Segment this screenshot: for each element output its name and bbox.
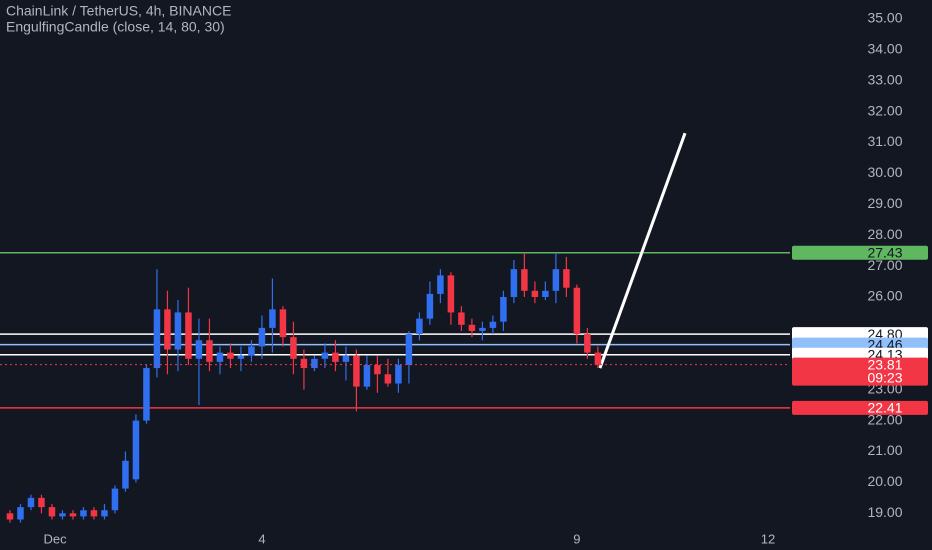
- candle-body: [290, 337, 297, 359]
- y-tick-label: 30.00: [867, 164, 902, 180]
- y-tick-label: 21.00: [867, 442, 902, 458]
- candle-body: [38, 497, 45, 508]
- candle-body: [342, 355, 350, 362]
- candle-body: [69, 513, 77, 517]
- y-tick-label: 20.00: [867, 473, 902, 489]
- candle-body: [279, 309, 287, 338]
- y-tick-label: 26.00: [867, 288, 902, 304]
- candle-body: [27, 497, 35, 508]
- countdown-label: 09:23: [867, 369, 902, 385]
- y-tick-label: 29.00: [867, 195, 902, 211]
- y-tick-label: 34.00: [867, 40, 902, 56]
- y-tick-label: 28.00: [867, 226, 902, 242]
- price-label-box: [792, 327, 928, 342]
- candle-body: [122, 460, 129, 489]
- candle-body: [489, 321, 497, 328]
- candle-body: [510, 269, 518, 297]
- price-axis: [790, 0, 932, 550]
- price-label: 27.43: [867, 244, 902, 260]
- candle-body: [59, 513, 66, 517]
- candle-body: [321, 352, 329, 359]
- candle-body: [258, 327, 266, 347]
- candle-body: [248, 346, 255, 356]
- candle-body: [269, 309, 276, 328]
- y-tick-label: 32.00: [867, 102, 902, 118]
- candle-body: [206, 340, 213, 362]
- last-price-label: 23.81: [867, 356, 902, 372]
- candle-body: [6, 513, 14, 520]
- candle-body: [174, 312, 182, 350]
- candle-body: [80, 510, 87, 517]
- candle-body: [48, 507, 56, 517]
- candle-body: [416, 318, 423, 335]
- candle-body: [479, 327, 486, 331]
- candle-body: [216, 352, 224, 362]
- candle-body: [594, 352, 602, 365]
- candle-body: [300, 358, 308, 369]
- candle-body: [237, 355, 245, 359]
- price-label-box: [792, 400, 928, 415]
- candle-body: [111, 488, 119, 511]
- candle-body: [332, 352, 339, 362]
- price-label: 22.41: [867, 400, 902, 416]
- candle-body: [143, 368, 150, 421]
- candle-body: [542, 290, 549, 297]
- candle-body: [468, 324, 476, 331]
- y-tick-label: 35.00: [867, 10, 902, 26]
- y-tick-label: 19.00: [867, 504, 902, 520]
- candle-body: [395, 364, 402, 384]
- candle-body: [17, 507, 24, 520]
- y-tick-label: 27.00: [867, 257, 902, 273]
- candle-body: [311, 358, 318, 369]
- candle-body: [447, 275, 455, 313]
- x-tick-label: Dec: [44, 531, 68, 546]
- candle-body: [185, 312, 192, 359]
- candle-body: [90, 510, 98, 517]
- candle-body: [500, 296, 507, 322]
- candle-body: [384, 374, 392, 384]
- candle-body: [584, 334, 591, 353]
- candle-body: [531, 290, 539, 297]
- candle-body: [132, 420, 140, 480]
- candle-body: [101, 510, 108, 517]
- candle-body: [164, 309, 171, 350]
- candle-body: [363, 364, 371, 387]
- candle-body: [374, 364, 381, 375]
- candle-body: [353, 355, 360, 387]
- candle-body: [437, 275, 444, 294]
- candle-body: [563, 269, 570, 288]
- candle-body: [153, 309, 161, 369]
- candle-body: [195, 340, 203, 359]
- candle-body: [426, 293, 434, 319]
- candle-body: [458, 312, 465, 325]
- candle-body: [521, 269, 528, 291]
- candle-body: [227, 352, 234, 359]
- x-tick-label: 4: [258, 531, 265, 546]
- last-price-box: [792, 357, 928, 386]
- y-tick-label: 33.00: [867, 71, 902, 87]
- indicator-label: EngulfingCandle (close, 14, 80, 30): [6, 19, 225, 35]
- y-tick-label: 22.00: [867, 411, 902, 427]
- y-tick-label: 31.00: [867, 133, 902, 149]
- candle-body: [405, 334, 413, 365]
- trend-drawing: [598, 132, 687, 369]
- price-label-box: [792, 245, 928, 260]
- candle-body: [552, 269, 560, 291]
- candle-body: [573, 287, 581, 335]
- x-tick-label: 12: [761, 531, 775, 546]
- x-tick-label: 9: [573, 531, 580, 546]
- chart-title: ChainLink / TetherUS, 4h, BINANCE: [6, 3, 231, 19]
